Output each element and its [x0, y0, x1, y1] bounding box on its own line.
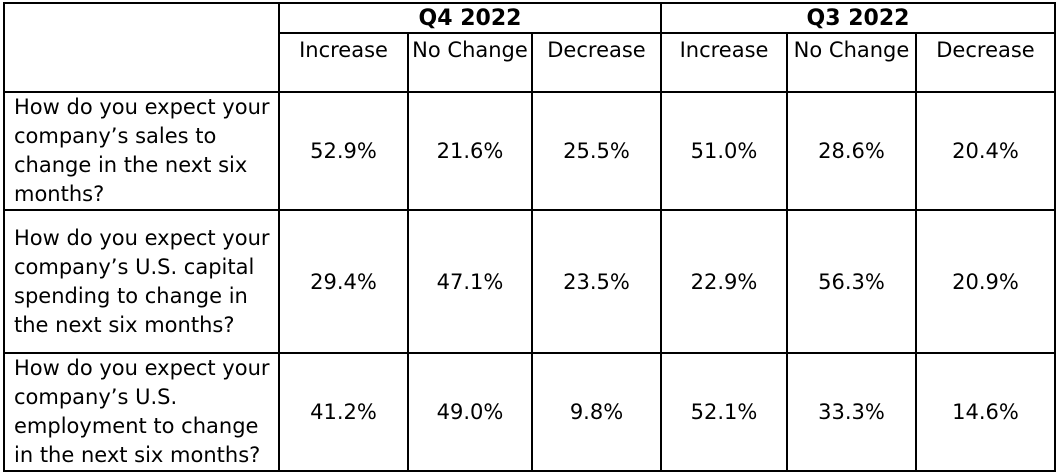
question-sales: How do you expect your company’s sales t…	[3, 91, 280, 211]
table-cell: 51.0%	[660, 91, 788, 211]
table-cell: 25.5%	[531, 91, 662, 211]
period-header-row: Q4 2022 Q3 2022	[3, 2, 1056, 93]
column-header-increase: Increase	[278, 32, 409, 93]
column-header-row: Increase No Change Decrease Increase No …	[4, 32, 1056, 93]
column-header-increase: Increase	[660, 32, 788, 93]
table-cell: 20.4%	[915, 91, 1056, 211]
table-cell: 29.4%	[278, 209, 409, 354]
column-header-decrease: Decrease	[531, 32, 662, 93]
table-cell: 9.8%	[531, 352, 662, 472]
column-header-decrease: Decrease	[915, 32, 1056, 93]
table-cell: 49.0%	[407, 352, 533, 472]
table-cell: 20.9%	[915, 209, 1056, 354]
table-cell: 56.3%	[786, 209, 917, 354]
table-cell: 22.9%	[660, 209, 788, 354]
survey-table: Q4 2022 Q3 2022 Increase No Change Decre…	[3, 2, 1056, 472]
period-header-q3-2022: Q3 2022	[660, 2, 1056, 34]
table-row: How do you expect your company’s U.S. em…	[3, 352, 1056, 472]
question-capital-spending: How do you expect your company’s U.S. ca…	[3, 209, 280, 354]
table-row: How do you expect your company’s sales t…	[3, 91, 1056, 211]
corner-cell	[3, 2, 280, 93]
column-header-no-change: No Change	[786, 32, 917, 93]
table-cell: 47.1%	[407, 209, 533, 354]
period-header-q4-2022: Q4 2022	[278, 2, 662, 34]
table-cell: 52.9%	[278, 91, 409, 211]
table-cell: 41.2%	[278, 352, 409, 472]
table-cell: 33.3%	[786, 352, 917, 472]
table-row: How do you expect your company’s U.S. ca…	[3, 209, 1056, 354]
table-cell: 21.6%	[407, 91, 533, 211]
table-cell: 23.5%	[531, 209, 662, 354]
table-cell: 52.1%	[660, 352, 788, 472]
column-header-no-change: No Change	[407, 32, 533, 93]
table-cell: 14.6%	[915, 352, 1056, 472]
table-cell: 28.6%	[786, 91, 917, 211]
question-employment: How do you expect your company’s U.S. em…	[3, 352, 280, 472]
